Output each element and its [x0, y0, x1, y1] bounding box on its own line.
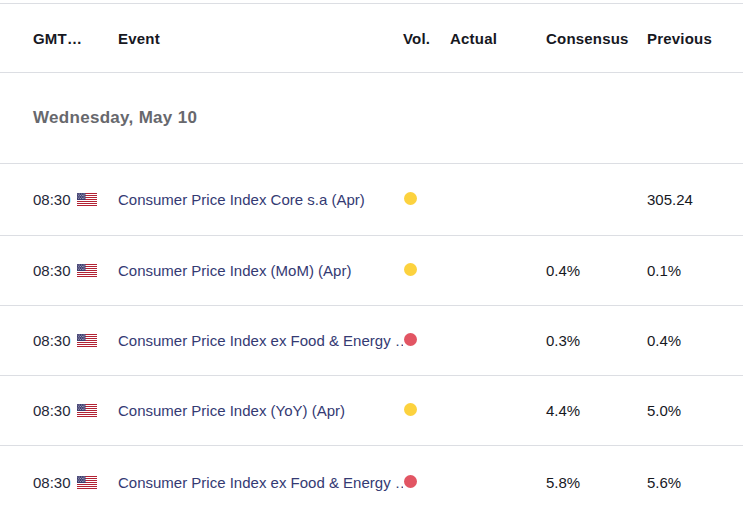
- us-flag-icon: [77, 404, 97, 417]
- event-row[interactable]: 08:30: [0, 376, 743, 446]
- column-header-event: Event: [118, 30, 403, 47]
- previous-value: 5.6%: [647, 474, 743, 491]
- us-flag-icon: [77, 193, 97, 206]
- date-group-row: Wednesday, May 10: [0, 73, 743, 164]
- volatility-cell: [403, 332, 450, 350]
- column-header-vol: Vol.: [403, 30, 450, 47]
- event-row[interactable]: 08:30: [0, 306, 743, 376]
- event-name-cell: Consumer Price Index ex Food & Energy …: [118, 332, 403, 349]
- event-time: 08:30: [33, 332, 71, 349]
- event-name-cell: Consumer Price Index ex Food & Energy …: [118, 474, 403, 491]
- column-header-previous: Previous: [647, 30, 743, 47]
- event-time: 08:30: [33, 402, 71, 419]
- column-header-actual: Actual: [450, 30, 546, 47]
- event-row[interactable]: 08:30: [0, 446, 743, 518]
- table-header-row: GMT… Event Vol. Actual Consensus Previou…: [0, 4, 743, 73]
- volatility-cell: [403, 262, 450, 280]
- previous-value: 5.0%: [647, 402, 743, 419]
- consensus-value: 0.3%: [546, 332, 647, 349]
- event-time: 08:30: [33, 191, 71, 208]
- volatility-medium-dot: [404, 263, 417, 276]
- column-header-consensus: Consensus: [546, 30, 647, 47]
- event-time-cell: 08:30: [33, 262, 118, 279]
- event-name-cell: Consumer Price Index Core s.a (Apr): [118, 191, 403, 208]
- event-row[interactable]: 08:30: [0, 236, 743, 306]
- economic-calendar-table: GMT… Event Vol. Actual Consensus Previou…: [0, 3, 743, 518]
- column-header-gmt[interactable]: GMT…: [33, 30, 118, 47]
- event-time-cell: 08:30: [33, 332, 118, 349]
- event-row[interactable]: 08:30: [0, 164, 743, 236]
- event-name-cell: Consumer Price Index (MoM) (Apr): [118, 262, 403, 279]
- volatility-high-dot: [404, 475, 417, 488]
- consensus-value: 5.8%: [546, 474, 647, 491]
- consensus-value: 0.4%: [546, 262, 647, 279]
- volatility-medium-dot: [404, 403, 417, 416]
- event-name[interactable]: Consumer Price Index ex Food & Energy …: [118, 332, 403, 349]
- event-time-cell: 08:30: [33, 474, 118, 491]
- volatility-cell: [403, 402, 450, 420]
- event-name[interactable]: Consumer Price Index ex Food & Energy …: [118, 474, 403, 491]
- event-time-cell: 08:30: [33, 402, 118, 419]
- us-flag-icon: [77, 476, 97, 489]
- volatility-cell: [403, 191, 450, 209]
- event-name[interactable]: Consumer Price Index (YoY) (Apr): [118, 402, 403, 419]
- event-name[interactable]: Consumer Price Index Core s.a (Apr): [118, 191, 403, 208]
- date-group-label: Wednesday, May 10: [33, 108, 197, 128]
- event-name[interactable]: Consumer Price Index (MoM) (Apr): [118, 262, 403, 279]
- event-name-cell: Consumer Price Index (YoY) (Apr): [118, 402, 403, 419]
- volatility-medium-dot: [404, 192, 417, 205]
- previous-value: 305.24: [647, 191, 743, 208]
- previous-value: 0.1%: [647, 262, 743, 279]
- previous-value: 0.4%: [647, 332, 743, 349]
- consensus-value: 4.4%: [546, 402, 647, 419]
- event-time: 08:30: [33, 474, 71, 491]
- event-rows: 08:30: [0, 164, 743, 518]
- us-flag-icon: [77, 334, 97, 347]
- event-time: 08:30: [33, 262, 71, 279]
- us-flag-icon: [77, 264, 97, 277]
- volatility-high-dot: [404, 333, 417, 346]
- event-time-cell: 08:30: [33, 191, 118, 208]
- volatility-cell: [403, 474, 450, 492]
